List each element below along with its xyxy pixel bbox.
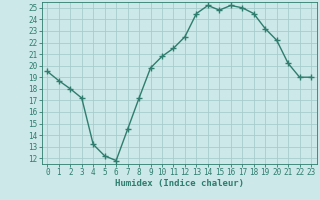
X-axis label: Humidex (Indice chaleur): Humidex (Indice chaleur) [115, 179, 244, 188]
